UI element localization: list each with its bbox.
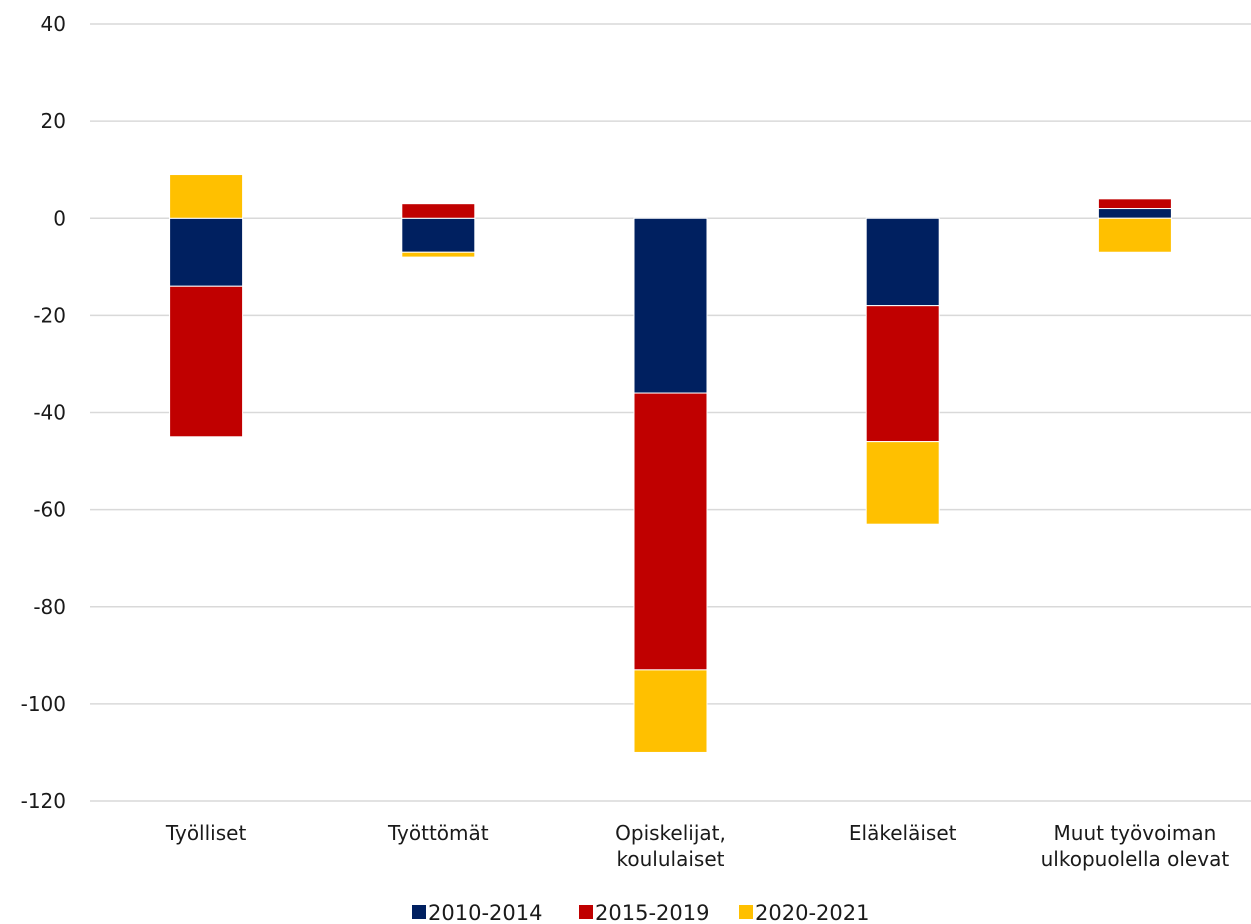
y-tick-label: -60 (33, 498, 66, 522)
x-axis-categories: Työlliset Työttömät Opiskelijat, koululaise… (165, 821, 1229, 871)
y-tick-label: 0 (53, 206, 66, 230)
bars (169, 174, 1172, 753)
category-label: Opiskelijat, koululaiset (615, 821, 726, 871)
category-label: Työttömät (387, 821, 489, 845)
bar-segment-2010-2014 (633, 217, 708, 394)
category-label: Eläkeläiset (849, 821, 957, 845)
y-tick-label: -100 (21, 692, 66, 716)
legend-swatch (412, 905, 426, 919)
bar-segment-2020-2021 (1097, 217, 1172, 253)
bar-segment-2020-2021 (865, 441, 940, 525)
bar-segment-2010-2014 (865, 217, 940, 307)
bar-segment-2020-2021 (169, 174, 244, 219)
bar-segment-2015-2019 (169, 285, 244, 438)
category-label: Muut työvoiman ulkopuolella olevat (1041, 821, 1230, 871)
y-tick-label: 20 (41, 109, 66, 133)
y-tick-label: 40 (41, 12, 66, 36)
legend-swatch (739, 905, 753, 919)
y-tick-label: -80 (33, 595, 66, 619)
bar-segment-2015-2019 (401, 203, 476, 219)
bar-segment-2010-2014 (169, 217, 244, 287)
legend: 2010-2014 2015-2019 2020-2021 (412, 901, 869, 924)
bar-segment-2015-2019 (1097, 198, 1172, 210)
bar-segment-2020-2021 (633, 669, 708, 753)
y-tick-label: -20 (33, 303, 66, 327)
y-axis-ticks: 40 20 0 -20 -40 -60 -80 -100 -120 (21, 12, 66, 813)
bar-segment-2010-2014 (401, 217, 476, 253)
bar-segment-2020-2021 (401, 251, 476, 258)
bar-segment-2010-2014 (1097, 208, 1172, 219)
y-tick-label: -40 (33, 401, 66, 425)
bar-segment-2015-2019 (865, 305, 940, 443)
legend-label: 2010-2014 (428, 901, 542, 924)
y-tick-label: -120 (21, 789, 66, 813)
legend-swatch (579, 905, 593, 919)
bar-segment-2015-2019 (633, 392, 708, 671)
category-label: Työlliset (165, 821, 247, 845)
legend-label: 2020-2021 (755, 901, 869, 924)
legend-label: 2015-2019 (595, 901, 709, 924)
